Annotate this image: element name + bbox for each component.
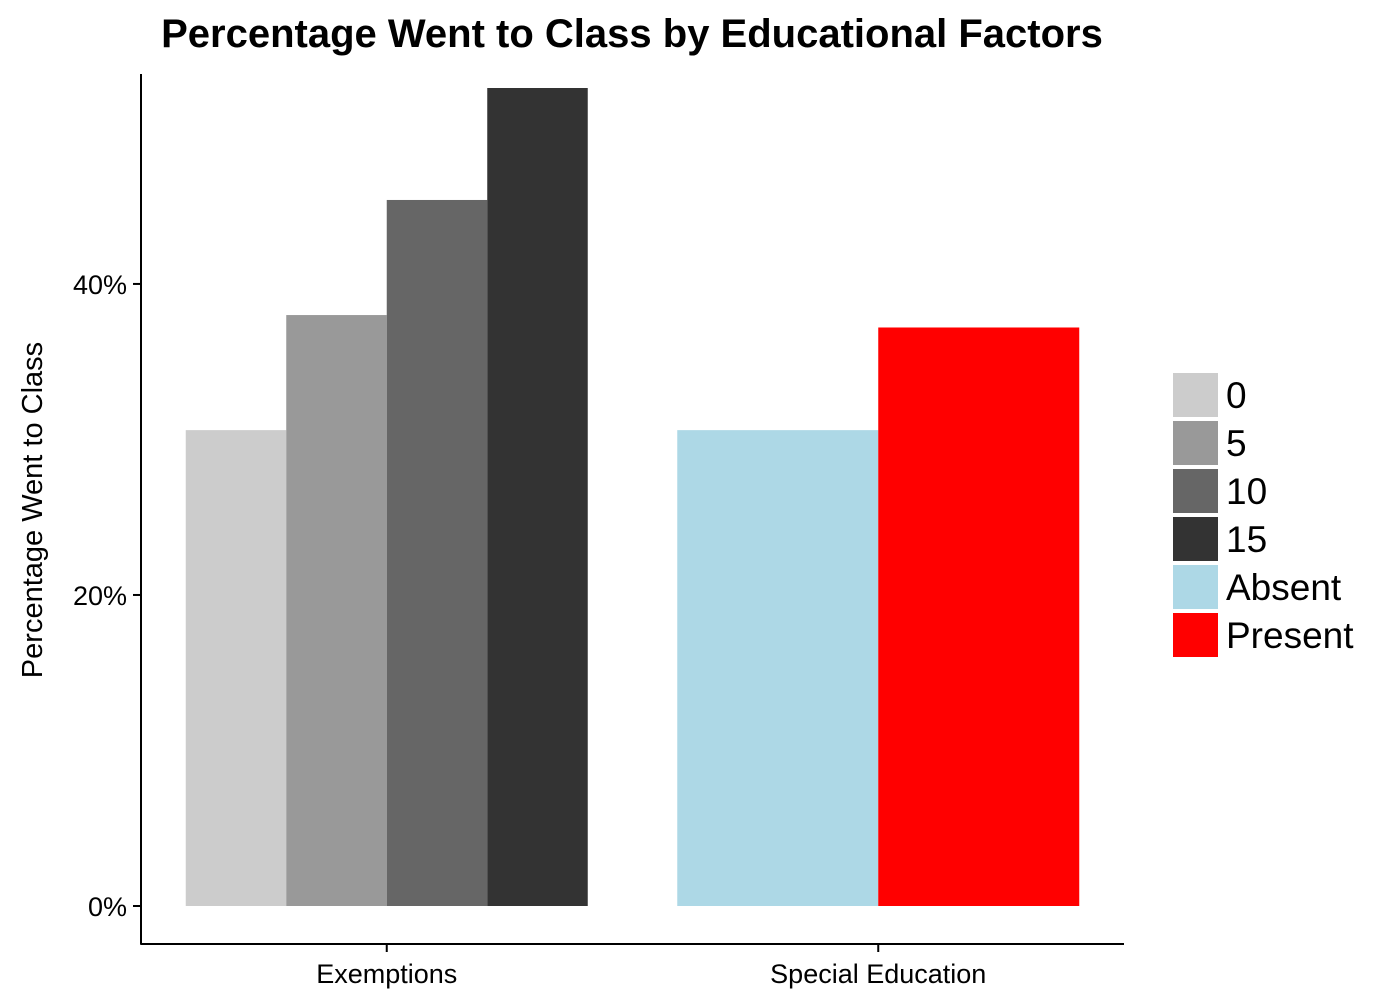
bars-layer [185,88,1080,907]
bar-exemptions-5 [286,315,387,906]
legend-key [1173,421,1218,465]
bar-exemptions-10 [386,199,488,907]
x-tick-label: Exemptions [316,959,457,989]
legend-key [1173,517,1218,561]
legend-label: 5 [1226,423,1247,464]
legend-key [1173,613,1218,657]
x-tick-label: Special Education [770,959,986,989]
legend: 0 5 10 15 Absent Present [1173,373,1354,657]
legend-key [1173,469,1218,513]
legend-label: 10 [1226,471,1267,512]
legend-label: Absent [1226,567,1342,608]
y-tick-label: 40% [73,270,127,300]
legend-key [1173,373,1218,417]
y-axis-label: Percentage Went to Class [17,342,49,678]
legend-label: 0 [1226,375,1247,416]
bar-exemptions-15 [487,88,588,906]
bar-exemptions-0 [185,430,287,906]
legend-key [1173,565,1218,609]
y-tick-label: 0% [88,892,127,922]
axes-layer: 0% 20% 40% Exemptions Special Education [73,74,1124,989]
chart-title: Percentage Went to Class by Educational … [161,12,1103,56]
y-tick-label: 20% [73,581,127,611]
legend-label: Present [1226,615,1354,656]
bar-special-education-absent [677,430,879,906]
bar-special-education-present [878,327,1080,906]
legend-label: 15 [1226,519,1267,560]
